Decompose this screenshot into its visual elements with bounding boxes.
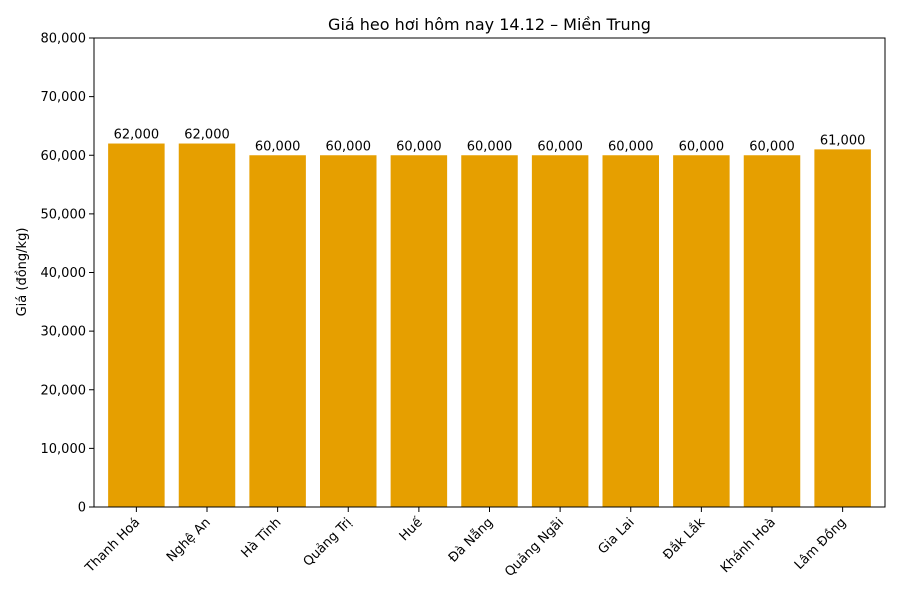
x-tick-label: Thanh Hoá (82, 515, 143, 576)
bar-value-label: 60,000 (326, 139, 372, 154)
x-tick-label: Nghệ An (164, 515, 214, 565)
x-axis-ticks: Thanh Hoá Nghệ An Hà Tĩnh Quảng Trị Huế Đà Nẵ… (82, 507, 849, 580)
y-tick-label: 50,000 (41, 207, 87, 222)
y-axis-ticks: 0 10,000 20,000 30,000 40,000 50,000 60,000 70,… (41, 32, 94, 516)
bar (743, 155, 801, 507)
bar (320, 155, 377, 507)
bar (390, 155, 448, 507)
bar (602, 155, 659, 507)
bar-value-label: 60,000 (679, 139, 725, 154)
x-tick-label: Quảng Ngãi (502, 515, 567, 580)
bar (249, 155, 306, 507)
bars-group (108, 143, 871, 507)
bar (178, 143, 236, 507)
y-tick-label: 0 (78, 501, 86, 516)
y-tick-label: 30,000 (41, 325, 87, 340)
bar-value-label: 60,000 (608, 139, 654, 154)
bar-value-label: 62,000 (114, 128, 160, 143)
x-tick-label: Quảng Trị (301, 515, 355, 569)
y-tick-label: 20,000 (41, 383, 87, 398)
x-tick-label: Đắk Lắk (661, 515, 709, 563)
y-axis-label: Giá (đồng/kg) (15, 228, 30, 317)
y-tick-label: 70,000 (41, 90, 87, 105)
bar (531, 155, 589, 507)
bar (814, 149, 871, 507)
bar (461, 155, 518, 507)
x-tick-label: Đà Nẵng (446, 515, 496, 565)
bar-value-label: 62,000 (184, 128, 230, 143)
y-tick-label: 40,000 (41, 266, 87, 281)
chart-title: Giá heo hơi hôm nay 14.12 – Miền Trung (328, 15, 651, 34)
x-tick-label: Gia Lai (595, 515, 637, 557)
x-tick-label: Khánh Hoà (718, 515, 779, 576)
x-tick-label: Hà Tĩnh (239, 515, 285, 561)
x-tick-label: Lâm Đồng (792, 515, 850, 573)
bar-value-labels: 62,000 62,000 60,000 60,000 60,000 60,000 60,0… (114, 128, 866, 155)
y-tick-label: 10,000 (41, 442, 87, 457)
plot-frame (93, 37, 886, 508)
bar-value-label: 61,000 (820, 133, 866, 148)
x-tick-label: Huế (397, 515, 426, 544)
bar (673, 155, 730, 507)
bar-value-label: 60,000 (537, 139, 583, 154)
y-tick-label: 60,000 (41, 149, 87, 164)
bar (108, 143, 165, 507)
bar-value-label: 60,000 (396, 139, 442, 154)
bar-value-label: 60,000 (749, 139, 795, 154)
y-tick-label: 80,000 (41, 32, 87, 47)
bar-value-label: 60,000 (467, 139, 513, 154)
bar-value-label: 60,000 (255, 139, 301, 154)
